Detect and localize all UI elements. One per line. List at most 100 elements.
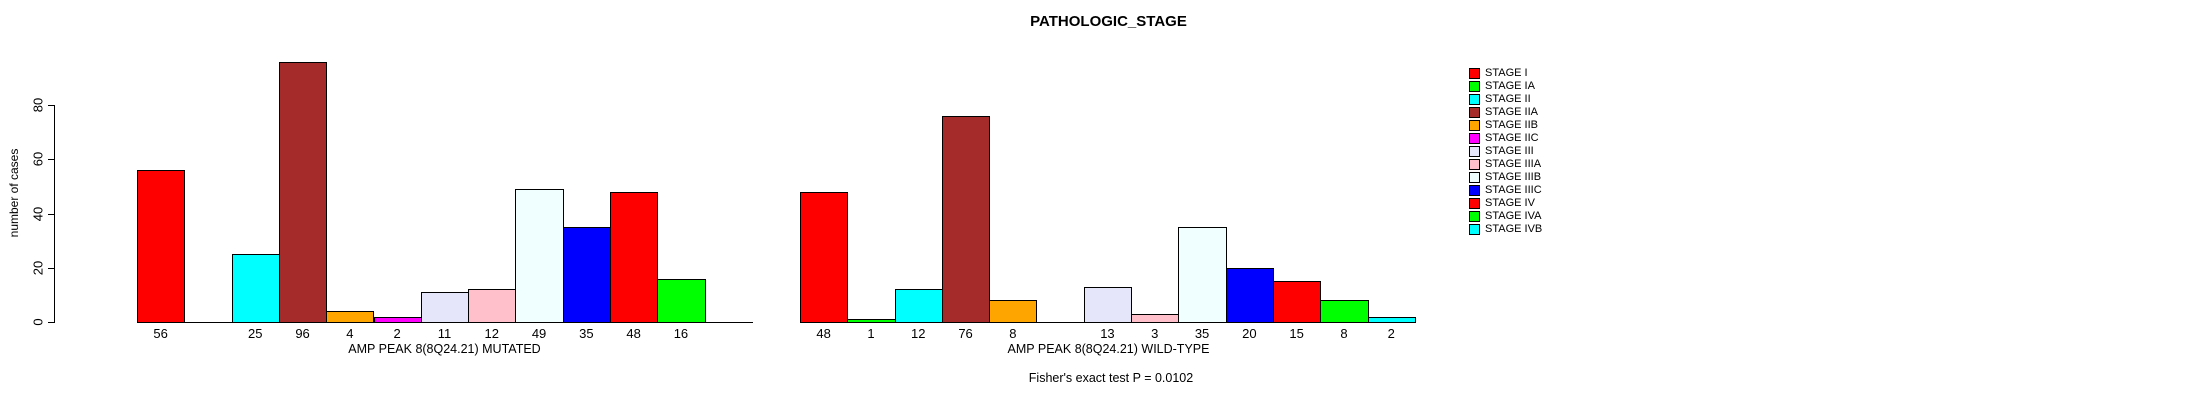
- bar-stage-iv: [1273, 281, 1322, 323]
- y-tick-label: 40: [30, 206, 46, 221]
- x-axis-title-mutated: AMP PEAK 8(8Q24.21) MUTATED: [348, 342, 541, 356]
- legend-swatch: [1469, 81, 1480, 92]
- bar-stage-ivb: [1367, 316, 1416, 323]
- bar-value-label: 76: [958, 326, 973, 341]
- bar-stage-iva: [657, 278, 706, 323]
- legend-item: STAGE IIC: [1469, 132, 1542, 145]
- bar-value-label: 11: [437, 326, 452, 341]
- legend-label: STAGE IIB: [1485, 119, 1538, 131]
- y-axis-tick: [48, 267, 54, 269]
- bar-stage-iia: [941, 115, 991, 323]
- bar-stage-iii: [420, 292, 470, 323]
- legend-item: STAGE IIIC: [1469, 184, 1542, 197]
- legend-item: STAGE IA: [1469, 80, 1542, 93]
- bar-value-label: 25: [248, 326, 263, 341]
- legend-label: STAGE IIA: [1485, 106, 1538, 118]
- bar-stage-iiia: [468, 289, 517, 323]
- bar-stage-iii: [1083, 286, 1133, 323]
- legend-label: STAGE III: [1485, 145, 1534, 157]
- legend-item: STAGE IVA: [1469, 210, 1542, 223]
- legend-swatch: [1469, 172, 1480, 183]
- y-tick-label: 60: [30, 152, 46, 167]
- bar-value-label: 48: [816, 326, 831, 341]
- bar-stage-iiib: [1178, 227, 1227, 323]
- legend-label: STAGE IVB: [1485, 223, 1543, 235]
- legend-label: STAGE IV: [1485, 197, 1535, 209]
- legend-label: STAGE IIIB: [1485, 171, 1542, 183]
- bar-stage-iiia: [1131, 313, 1180, 323]
- legend-item: STAGE IIIA: [1469, 158, 1542, 171]
- y-tick-label: 80: [30, 97, 46, 113]
- bar-value-label: 12: [911, 326, 926, 341]
- bar-value-label: 2: [393, 326, 401, 341]
- bar-stage-iiic: [1225, 267, 1274, 323]
- bar-stage-ii: [231, 254, 280, 323]
- legend-swatch: [1469, 146, 1480, 157]
- bar-value-label: 16: [673, 326, 689, 341]
- bar-value-label: 13: [1100, 326, 1115, 341]
- bar-stage-iic: [373, 316, 422, 323]
- y-tick-label: 0: [30, 318, 46, 326]
- legend-swatch: [1469, 68, 1480, 79]
- bar-value-label: 35: [1194, 326, 1210, 341]
- y-axis-tick: [48, 213, 54, 215]
- legend-swatch: [1469, 198, 1480, 209]
- legend-swatch: [1469, 107, 1480, 118]
- legend-item: STAGE IIA: [1469, 106, 1542, 119]
- bar-stage-iib: [989, 300, 1038, 323]
- legend-label: STAGE IVA: [1485, 210, 1542, 222]
- bar-stage-iv: [610, 191, 659, 323]
- bar-value-label: 35: [579, 326, 594, 341]
- legend-item: STAGE II: [1469, 93, 1542, 106]
- y-axis-label: number of cases: [7, 148, 21, 238]
- bar-stage-iiic: [562, 227, 611, 323]
- bar-value-label: 96: [295, 326, 310, 341]
- bar-stage-iiib: [515, 189, 564, 323]
- bar-stage-iia: [278, 61, 328, 323]
- y-axis-tick: [48, 322, 54, 323]
- bar-value-label: 20: [1242, 326, 1257, 341]
- legend-label: STAGE IIIA: [1485, 158, 1542, 170]
- legend-item: STAGE IVB: [1469, 223, 1542, 236]
- bar-value-label: 56: [153, 326, 168, 341]
- y-axis-tick: [48, 105, 54, 106]
- y-axis-line: [54, 105, 55, 323]
- bar-value-label: 12: [484, 326, 499, 341]
- bar-stage-iva: [1320, 300, 1369, 323]
- x-axis-title-wild-type: AMP PEAK 8(8Q24.21) WILD-TYPE: [1007, 342, 1210, 356]
- bar-value-label: 4: [346, 326, 354, 341]
- legend-swatch: [1469, 185, 1480, 196]
- bar-value-label: 3: [1151, 326, 1159, 341]
- y-tick-label: 20: [30, 260, 46, 275]
- legend-swatch: [1469, 211, 1480, 222]
- y-axis-tick: [48, 159, 54, 161]
- bar-value-label: 1: [867, 326, 875, 341]
- bar-stage-i: [137, 170, 186, 323]
- legend-swatch: [1469, 94, 1480, 105]
- legend-item: STAGE III: [1469, 145, 1542, 158]
- fisher-test-note: Fisher's exact test P = 0.0102: [1028, 371, 1194, 385]
- bar-stage-i: [800, 191, 849, 323]
- legend-item: STAGE IV: [1469, 197, 1542, 210]
- legend-item: STAGE I: [1469, 67, 1542, 80]
- legend-item: STAGE IIIB: [1469, 171, 1542, 184]
- bar-value-label: 8: [1009, 326, 1017, 341]
- legend-swatch: [1469, 159, 1480, 170]
- legend-label: STAGE I: [1485, 67, 1528, 79]
- bar-value-label: 8: [1340, 326, 1348, 341]
- bar-stage-ia: [847, 319, 896, 323]
- bar-stage-ii: [894, 289, 943, 323]
- legend-swatch: [1469, 120, 1480, 131]
- legend-swatch: [1469, 133, 1480, 144]
- legend-label: STAGE IA: [1485, 80, 1535, 92]
- bar-value-label: 49: [531, 326, 547, 341]
- bar-stage-iib: [326, 311, 375, 323]
- bar-value-label: 15: [1289, 326, 1304, 341]
- bar-value-label: 2: [1387, 326, 1395, 341]
- legend-swatch: [1469, 224, 1480, 235]
- legend-item: STAGE IIB: [1469, 119, 1542, 132]
- legend-label: STAGE IIIC: [1485, 184, 1542, 196]
- legend-label: STAGE IIC: [1485, 132, 1539, 144]
- chart-title: PATHOLOGIC_STAGE: [1030, 13, 1187, 30]
